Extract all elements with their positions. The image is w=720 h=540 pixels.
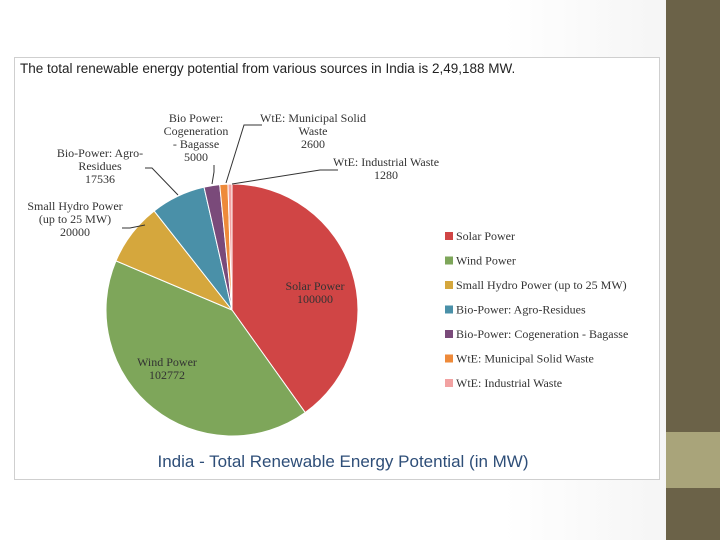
pie-slice-wind-power (105, 260, 306, 437)
legend-label-bio-power-cogeneration-bagasse: Bio-Power: Cogeneration - Bagasse (456, 327, 628, 341)
pie-slice-solar-power (231, 183, 359, 414)
legend-swatch-solar-power (445, 232, 453, 240)
legend-label-solar-power: Solar Power (456, 229, 515, 243)
pie-leader-lines (122, 124, 338, 229)
legend-label-bio-power-agro-residues: Bio-Power: Agro-Residues (456, 303, 586, 317)
leader-line-bio-power-agro-residues (145, 167, 179, 196)
pie-slices (105, 183, 359, 437)
legend-label-wte-municipal-solid-waste: WtE: Municipal Solid Waste (456, 352, 594, 366)
leader-line-wte-municipal-solid-waste (225, 124, 262, 184)
leader-line-bio-power-cogeneration-bagasse (211, 165, 215, 185)
data-label-bio-power-agro-residues: Bio-Power: Agro-Residues 17536 (57, 146, 143, 186)
legend-swatch-bio-power-agro-residues (445, 305, 453, 314)
legend-label-wte-industrial-waste: WtE: Industrial Waste (456, 376, 562, 390)
pie-slice-wte-industrial-waste (227, 183, 233, 311)
legend-label-small-hydro-power-up-to-25-mw: Small Hydro Power (up to 25 MW) (456, 278, 627, 292)
pie-data-labels: Solar Power 100000 Wind Power 102772 Small H… (27, 111, 439, 382)
legend-swatch-bio-power-cogeneration-bagasse (445, 330, 453, 338)
data-label-solar-power: Solar Power 100000 (286, 279, 345, 306)
data-label-small-hydro-power-up-to-25-mw: Small Hydro Power (up to 25 MW) 20000 (27, 199, 122, 239)
legend-label-wind-power: Wind Power (456, 254, 516, 268)
data-label-wind-power: Wind Power 102772 (137, 355, 197, 382)
legend-swatch-wte-municipal-solid-waste (445, 354, 453, 363)
data-label-bio-power-cogeneration-bagasse: Bio Power: Cogeneration - Bagasse 5000 (164, 111, 229, 164)
chart-legend: Solar Power Wind Power Small Hydro Power (… (445, 229, 628, 390)
sidebar-band-bottom (666, 488, 720, 540)
chart-title: India - Total Renewable Energy Potential… (157, 452, 529, 471)
leader-line-small-hydro-power-up-to-25-mw (122, 224, 146, 229)
legend-swatch-small-hydro-power-up-to-25-mw (445, 281, 453, 289)
data-label-wte-industrial-waste: WtE: Industrial Waste 1280 (333, 155, 439, 182)
legend-swatch-wte-industrial-waste (445, 379, 453, 387)
leader-line-wte-industrial-waste (231, 169, 338, 185)
sidebar-band-top (666, 0, 720, 432)
sidebar-band-middle (666, 432, 720, 488)
data-label-wte-municipal-solid-waste: WtE: Municipal Solid Waste 2600 (260, 111, 366, 151)
slide-headline: The total renewable energy potential fro… (20, 61, 516, 76)
legend-swatch-wind-power (445, 256, 453, 265)
